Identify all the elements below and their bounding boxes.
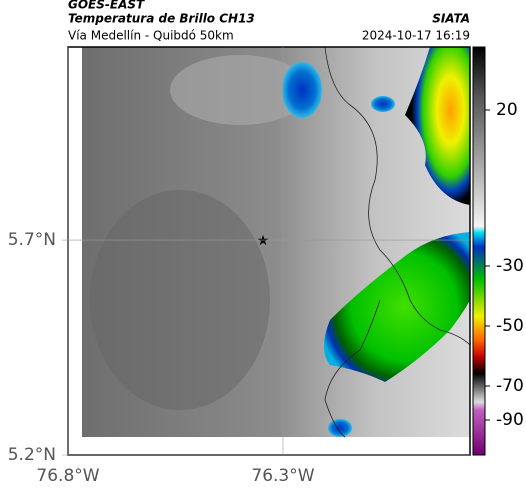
source: GOES-EAST — [68, 0, 145, 12]
y-tick-label: 5.2°N — [8, 445, 56, 465]
datetime: 2024-10-17 16:19 — [362, 29, 470, 43]
agency: SIATA — [432, 12, 470, 26]
colorbar-tick-label: -90 — [496, 410, 524, 430]
colorbar — [472, 46, 486, 456]
colorbar-tick-label: 20 — [496, 100, 518, 120]
colorbar-tick-label: -50 — [496, 316, 524, 336]
colorbar-tick-label: -70 — [496, 376, 524, 396]
colorbar-tick-label: -30 — [496, 256, 524, 276]
x-tick-label: 76.8°W — [36, 466, 99, 486]
subtitle: Vía Medellín - Quibdó 50km — [68, 29, 234, 43]
imagery — [82, 46, 471, 438]
y-tick-label: 5.7°N — [8, 230, 56, 250]
title: Temperatura de Brillo CH13 — [68, 12, 255, 26]
x-tick-label: 76.3°W — [251, 466, 314, 486]
city-marker: ★ — [257, 233, 270, 249]
